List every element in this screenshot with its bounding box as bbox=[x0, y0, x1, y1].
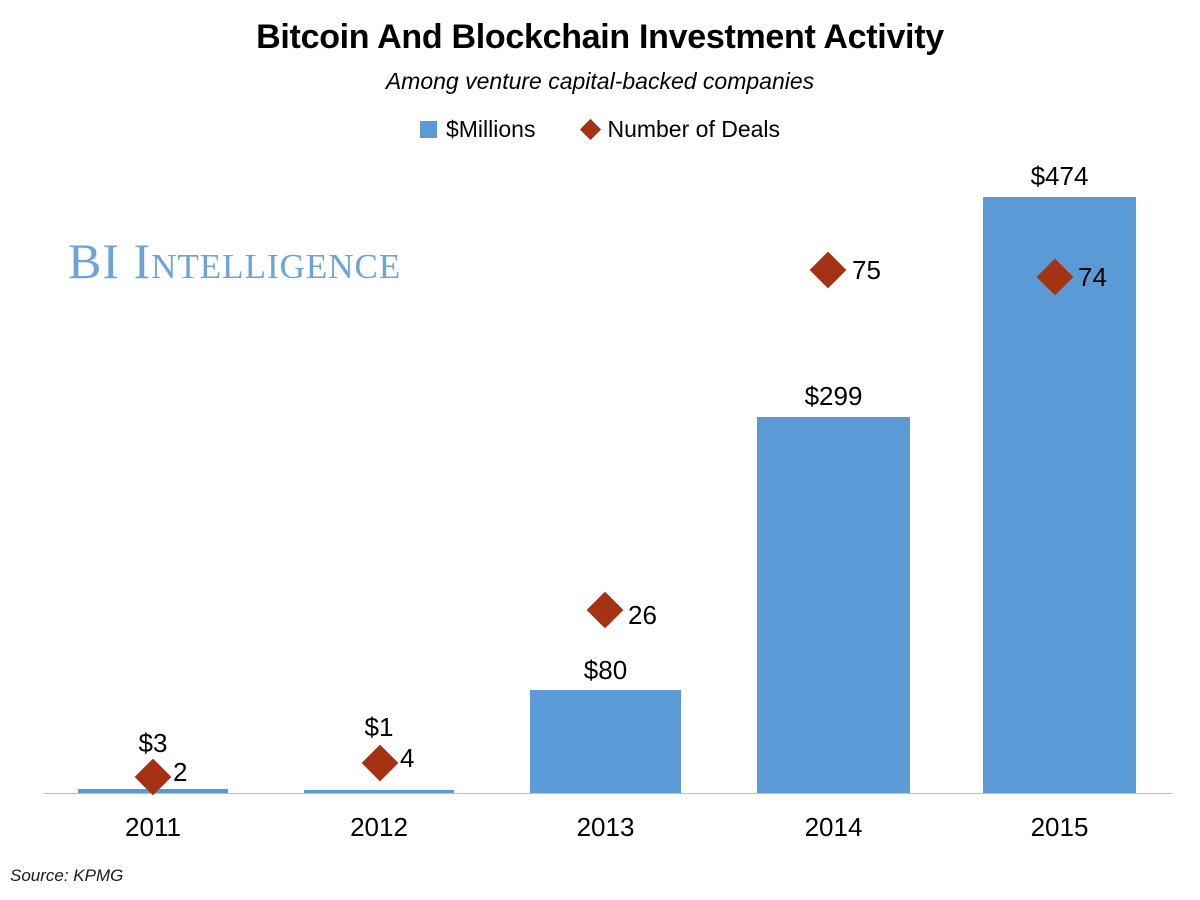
x-axis-line bbox=[44, 793, 1172, 794]
bar-label-2015: $474 bbox=[1030, 161, 1089, 191]
x-tick-2015: 2015 bbox=[1030, 812, 1089, 842]
chart-title: Bitcoin And Blockchain Investment Activi… bbox=[256, 18, 944, 56]
x-tick-2011: 2011 bbox=[125, 812, 181, 842]
watermark-bi-intelligence: BI Intelligence bbox=[68, 232, 401, 290]
deal-marker-2014[interactable] bbox=[809, 251, 847, 289]
bar-2014[interactable] bbox=[757, 417, 910, 793]
watermark-lead: BI bbox=[68, 233, 120, 289]
bar-2013[interactable] bbox=[530, 690, 681, 793]
x-tick-2013: 2013 bbox=[576, 812, 635, 842]
x-tick-2012: 2012 bbox=[350, 812, 408, 842]
legend-item-millions[interactable]: $Millions bbox=[419, 116, 536, 142]
legend-label-deals: Number of Deals bbox=[607, 116, 781, 142]
bar-label-2014: $299 bbox=[804, 381, 863, 411]
bar-label-2011: $3 bbox=[138, 728, 168, 758]
deal-label-2015: 74 bbox=[1078, 262, 1107, 292]
bar-label-2013: $80 bbox=[583, 655, 628, 685]
deal-marker-2012[interactable] bbox=[361, 744, 399, 782]
bar-2015[interactable] bbox=[983, 197, 1136, 793]
deal-label-2011: 2 bbox=[173, 757, 188, 787]
chart-legend: $Millions Number of Deals bbox=[0, 118, 1200, 141]
bar-label-2012: $1 bbox=[364, 712, 394, 742]
deal-label-2013: 26 bbox=[628, 600, 657, 630]
deal-marker-2013[interactable] bbox=[586, 591, 624, 629]
deal-label-2012: 4 bbox=[400, 743, 415, 773]
bar-2012[interactable] bbox=[304, 790, 454, 793]
x-tick-2014: 2014 bbox=[804, 812, 863, 842]
deal-label-2014: 75 bbox=[852, 255, 881, 285]
legend-square-icon bbox=[419, 121, 437, 138]
legend-label-millions: $Millions bbox=[445, 116, 536, 142]
chart-subtitle: Among venture capital-backed companies bbox=[385, 68, 815, 94]
legend-item-deals[interactable]: Number of Deals bbox=[580, 116, 781, 142]
source-note: Source: KPMG bbox=[10, 866, 124, 885]
watermark-rest: Intelligence bbox=[133, 233, 402, 289]
